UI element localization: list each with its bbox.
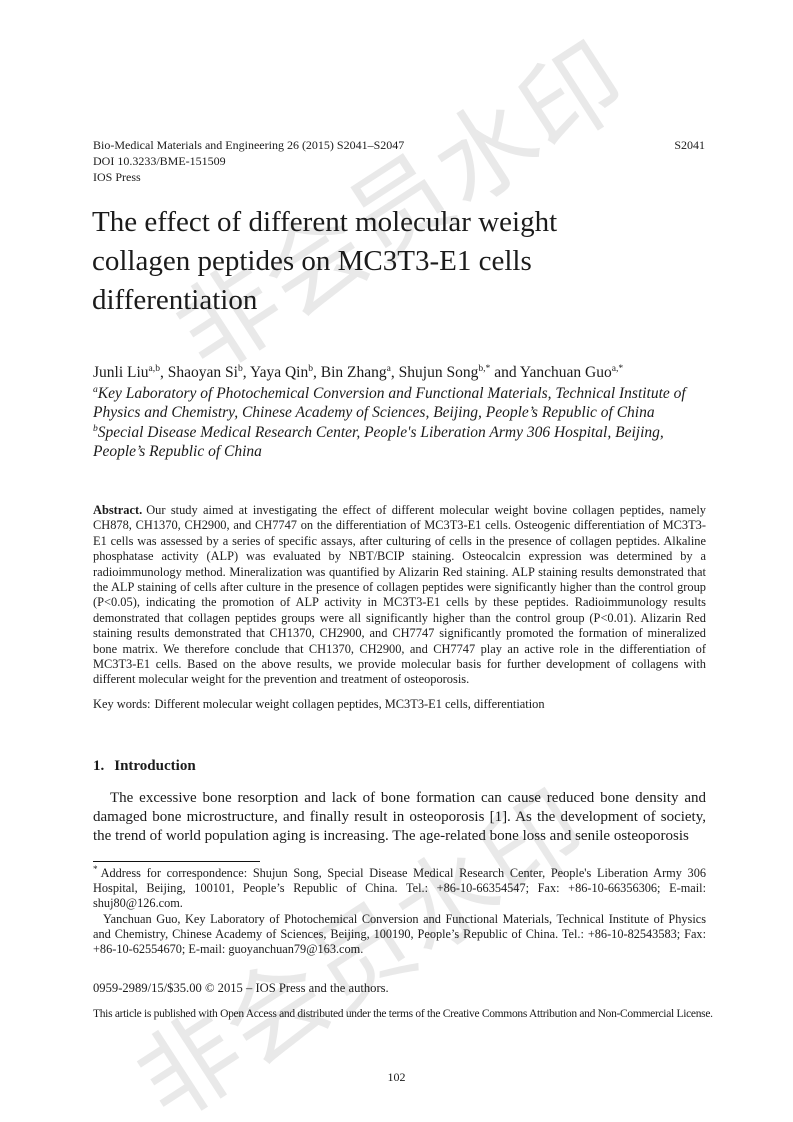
correspondence-text-1: Address for correspondence: Shujun Song,… xyxy=(93,866,706,911)
footnote-separator xyxy=(93,861,260,862)
author-name: Bin Zhang xyxy=(320,364,387,381)
copyright-line: 0959-2989/15/$35.00 © 2015 – IOS Press a… xyxy=(93,981,389,995)
abstract-label: Abstract. xyxy=(93,503,143,517)
author-affiliation-superscript: b,* xyxy=(478,362,491,374)
author-list: Junli Liua,b, Shaoyan Sib, Yaya Qinb, Bi… xyxy=(93,363,708,383)
author-affiliation-superscript: a xyxy=(386,362,391,374)
doi-line: DOI 10.3233/BME-151509 xyxy=(93,154,226,168)
publisher-line: IOS Press xyxy=(93,170,141,184)
keywords-label: Key words: xyxy=(93,697,151,711)
section-label: Introduction xyxy=(114,758,196,774)
author-separator: , xyxy=(242,364,250,381)
section-number: 1. xyxy=(93,758,105,774)
author: Yanchuan Guoa,* xyxy=(520,364,623,381)
author-name: Junli Liu xyxy=(93,364,149,381)
correspondence-paragraph-1: * Address for correspondence: Shujun Song… xyxy=(93,863,706,912)
author: Shaoyan Sib, xyxy=(168,364,250,381)
author-affiliation-superscript: b xyxy=(237,362,243,374)
journal-info: Bio-Medical Materials and Engineering 26… xyxy=(93,137,404,185)
affiliation-text: Key Laboratory of Photochemical Conversi… xyxy=(93,385,686,422)
author: Yaya Qinb, xyxy=(250,364,321,381)
author-separator: and xyxy=(490,364,520,381)
affiliation-superscript: a xyxy=(93,383,98,395)
author-name: Yanchuan Guo xyxy=(519,364,612,381)
section-heading-introduction: 1. Introduction xyxy=(93,758,196,775)
introduction-paragraph: The excessive bone resorption and lack o… xyxy=(93,790,706,845)
author: Bin Zhanga, xyxy=(321,364,399,381)
correspondence-footnote: * Address for correspondence: Shujun Song… xyxy=(93,863,706,957)
author-name: Yaya Qin xyxy=(249,364,309,381)
author-separator: , xyxy=(390,364,399,381)
affiliation-superscript: b xyxy=(93,422,98,434)
footnote-marker: * xyxy=(93,863,98,874)
author-affiliation-superscript: b xyxy=(308,362,314,374)
author-name: Shujun Song xyxy=(398,364,479,381)
affiliation-a: aKey Laboratory of Photochemical Convers… xyxy=(93,384,708,423)
abstract: Abstract. Our study aimed at investigatin… xyxy=(93,503,706,688)
affiliation-text: Special Disease Medical Research Center,… xyxy=(93,423,664,460)
author-affiliation-superscript: a,b xyxy=(148,362,161,374)
keywords-line: Key words: Different molecular weight col… xyxy=(93,697,706,712)
author: Junli Liua,b, xyxy=(93,364,168,381)
license-line: This article is published with Open Acce… xyxy=(93,1008,713,1020)
keywords-text: Different molecular weight collagen pept… xyxy=(154,697,545,711)
journal-line: Bio-Medical Materials and Engineering 26… xyxy=(93,138,405,152)
paper-title: The effect of different molecular weight… xyxy=(92,206,558,316)
correspondence-paragraph-2: Yanchuan Guo, Key Laboratory of Photoche… xyxy=(93,911,706,957)
abstract-text: Our study aimed at investigating the eff… xyxy=(93,503,706,687)
affiliation-b: bSpecial Disease Medical Research Center… xyxy=(93,423,708,462)
author-name: Shaoyan Si xyxy=(167,364,238,381)
author: Shujun Songb,* and xyxy=(399,364,520,381)
page-number-bottom: 102 xyxy=(387,1070,406,1084)
page-number-top: S2041 xyxy=(674,138,705,152)
author-separator: , xyxy=(313,364,321,381)
page-header: Bio-Medical Materials and Engineering 26… xyxy=(93,137,705,185)
author-separator: , xyxy=(160,364,168,381)
author-affiliation-superscript: a,* xyxy=(611,362,624,374)
affiliation-list: aKey Laboratory of Photochemical Convers… xyxy=(93,384,708,461)
